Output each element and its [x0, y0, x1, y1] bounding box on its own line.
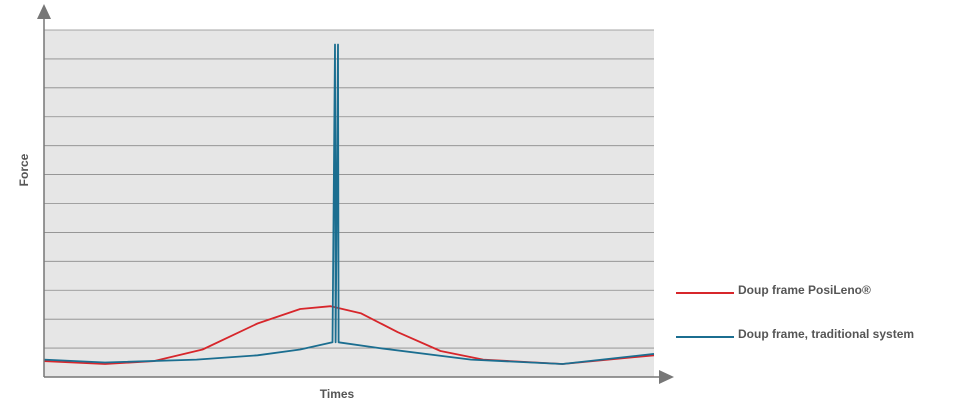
grid-lines: [44, 29, 654, 349]
series-layer: [43, 43, 655, 365]
series-line-traditional: [43, 43, 655, 365]
legend-label-posileno: Doup frame PosiLeno®: [738, 283, 871, 297]
x-axis-label: Times: [320, 387, 355, 401]
legend-label-traditional: Doup frame, traditional system: [738, 327, 914, 341]
y-axis-label: Force: [17, 153, 31, 186]
legend: Doup frame PosiLeno® Doup frame, traditi…: [676, 283, 914, 341]
y-axis-arrow: [37, 4, 51, 19]
x-axis-arrow: [659, 370, 674, 384]
